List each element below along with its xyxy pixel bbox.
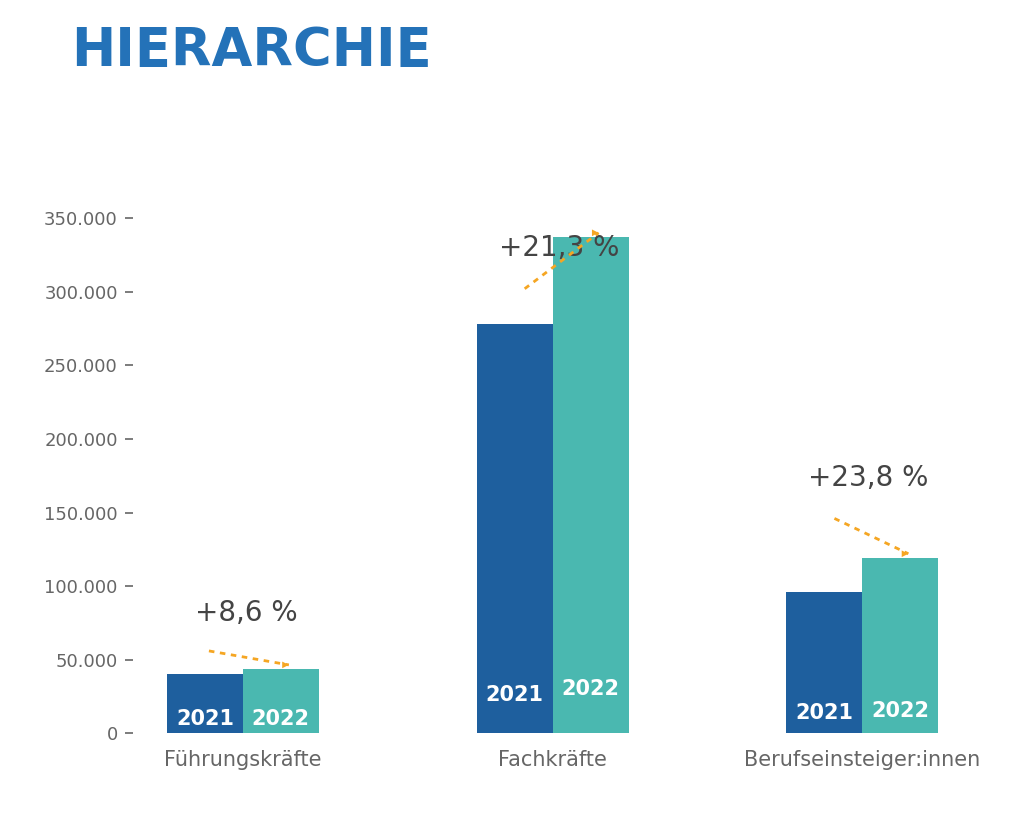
Bar	[787, 592, 862, 733]
Text: +23,8 %: +23,8 %	[808, 464, 929, 492]
Bar	[552, 237, 628, 733]
Text: 2022: 2022	[872, 701, 929, 721]
Text: 2022: 2022	[252, 709, 310, 729]
Text: HIERARCHIE: HIERARCHIE	[72, 25, 433, 77]
Text: +8,6 %: +8,6 %	[195, 599, 298, 627]
Text: 2021: 2021	[796, 704, 853, 723]
Text: 2021: 2021	[486, 685, 543, 705]
Bar	[862, 558, 938, 733]
Bar	[477, 324, 552, 733]
Text: 2022: 2022	[562, 679, 620, 699]
Bar	[167, 675, 242, 733]
Bar	[242, 669, 319, 733]
Text: 2021: 2021	[176, 709, 234, 729]
Text: +21,3 %: +21,3 %	[498, 234, 619, 262]
